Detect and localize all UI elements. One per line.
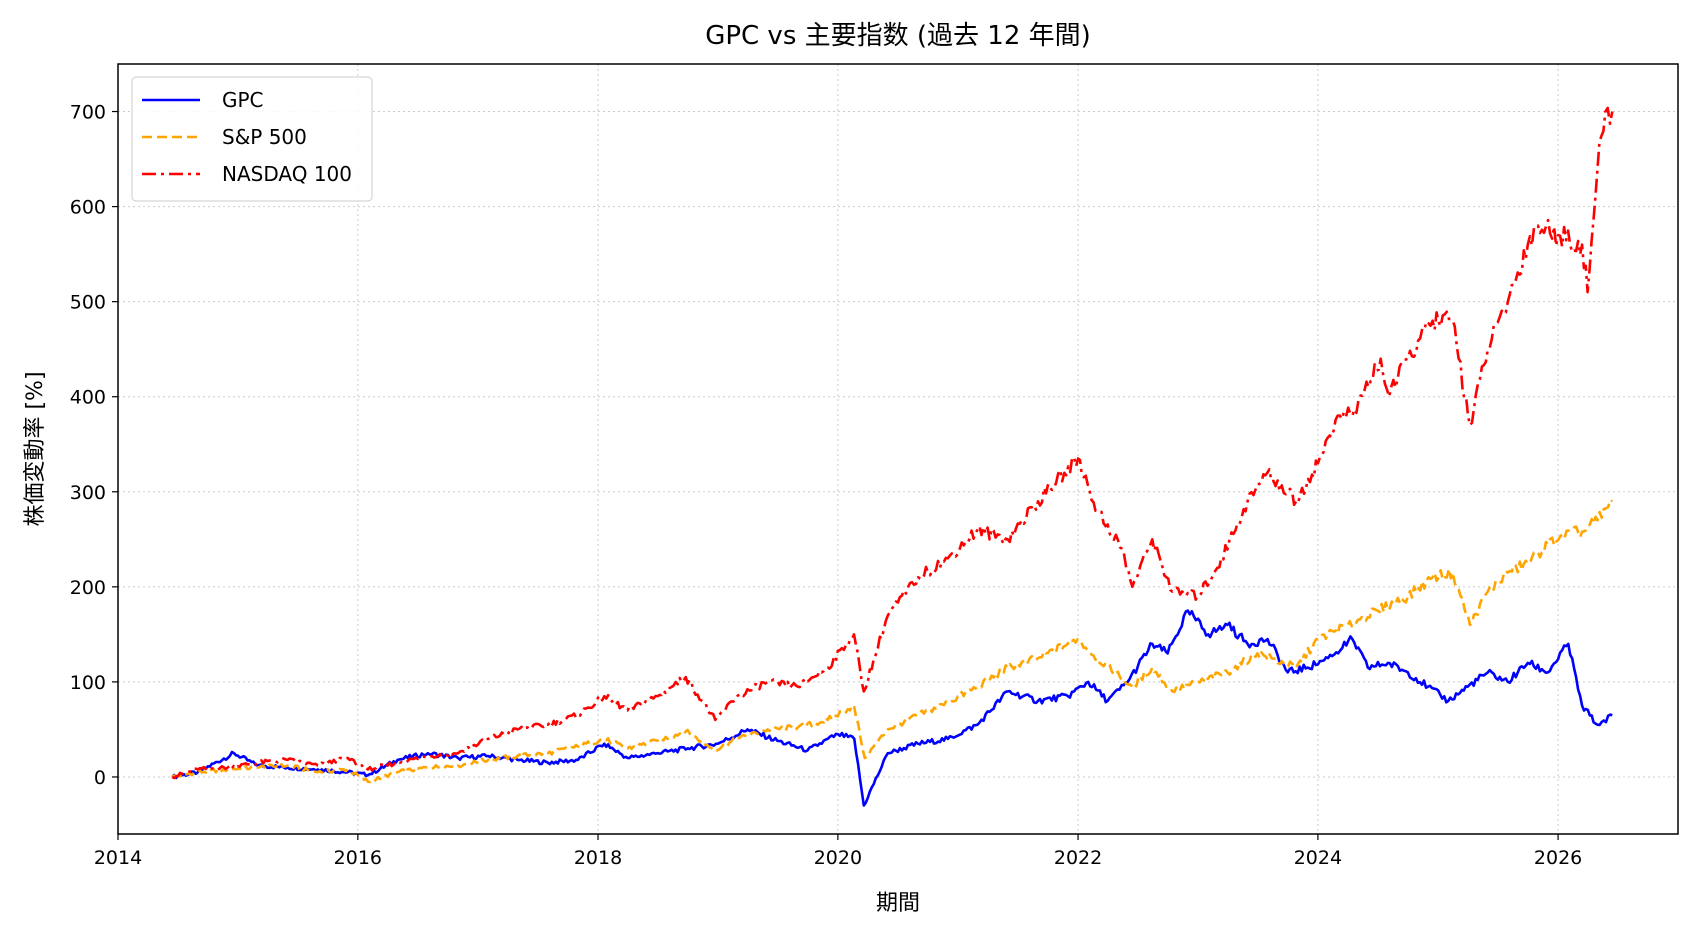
chart-title: GPC vs 主要指数 (過去 12 年間)	[705, 21, 1091, 51]
legend-label: S&P 500	[222, 125, 307, 149]
x-tick-label: 2024	[1294, 847, 1342, 869]
y-tick-label: 700	[70, 102, 106, 124]
legend-box	[131, 76, 373, 202]
y-tick-label: 300	[70, 482, 106, 504]
legend-label: GPC	[222, 88, 264, 112]
x-tick-label: 2016	[334, 847, 382, 869]
legend-label: NASDAQ 100	[222, 162, 352, 186]
y-axis-title: 株価変動率 [%]	[23, 371, 48, 526]
y-tick-label: 200	[70, 577, 106, 599]
grid-layer	[117, 64, 1678, 834]
series-layer	[171, 106, 1614, 807]
x-tick-label: 2014	[94, 847, 142, 869]
y-tick-label: 500	[70, 292, 106, 314]
x-axis-title: 期間	[876, 891, 920, 916]
y-tick-label: 600	[70, 197, 106, 219]
y-axis-ticks: 0 100 200 300 400 500 600 700	[70, 102, 118, 789]
x-tick-label: 2026	[1534, 847, 1582, 869]
series-line-nasdaq-100	[171, 106, 1614, 780]
plot-frame	[117, 63, 1679, 835]
y-tick-label: 0	[94, 767, 106, 789]
x-tick-label: 2018	[574, 847, 622, 869]
series-line-s-p-500	[171, 498, 1614, 784]
y-tick-label: 400	[70, 387, 106, 409]
x-tick-label: 2020	[814, 847, 862, 869]
x-tick-label: 2022	[1054, 847, 1102, 869]
legend: GPC S&P 500 NASDAQ 100	[131, 76, 373, 202]
y-tick-label: 100	[70, 672, 106, 694]
x-axis-ticks: 2014 2016 2018 2020 2022 2024 2026	[94, 834, 1582, 869]
